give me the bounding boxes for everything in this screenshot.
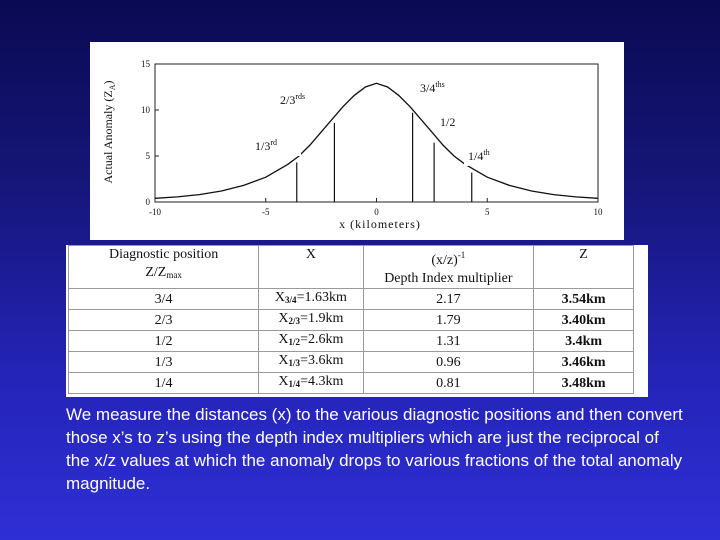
cell-x-val: =2.6km [300,332,344,347]
header-col3-line1: (x/z) [431,253,458,268]
cell-x-val: =1.63km [296,290,347,305]
chart-annotations: 2/3rds 3/4ths 1/2 1/3rd 1/4th [251,78,514,166]
diagnostic-lines [296,112,473,202]
y-tick-label: 15 [141,59,151,69]
annotation-box [251,136,301,156]
cell-z: 3.4km [533,330,634,352]
annotation-fraction: 3/4 [420,81,435,95]
cell-x-val: =1.9km [300,311,344,326]
cell-multiplier: 1.79 [362,309,535,331]
table-header-row: Diagnostic position Z/Zmax X (x/z)-1 Dep… [67,245,634,289]
header-col1-line1: Diagnostic position [108,247,219,262]
diagnostic-table-panel: Diagnostic position Z/Zmax X (x/z)-1 Dep… [66,245,648,397]
annotation-fraction: 1/3 [255,139,270,153]
cell-multiplier: 1.31 [362,330,535,352]
cell-position: 2/3 [67,309,260,331]
y-tick-label: 10 [141,105,151,115]
annotation-label: 3/4ths [420,80,445,95]
table-row: 1/4 X1/4=4.3km 0.81 3.48km [67,372,634,394]
annotation-label: 2/3rds [280,92,305,107]
table-body: 3/4 X3/4=1.63km 2.17 3.54km 2/3 X2/3=1.9… [67,288,634,394]
anomaly-curve-group [154,82,599,199]
chart-axes: -10 -5 0 5 10 0 5 10 15 [141,59,603,217]
table-row: 2/3 X2/3=1.9km 1.79 3.40km [67,309,634,331]
cell-position: 1/4 [67,372,260,394]
annotation-box [436,112,466,132]
x-tick-label: -10 [149,207,161,217]
annotation-box [464,146,514,166]
table-row: 3/4 X3/4=1.63km 2.17 3.54km [67,288,634,310]
plot-frame [154,63,599,203]
cell-x-main: X [278,374,289,389]
annotation-fraction: 1/2 [440,115,455,129]
header-multiplier: (x/z)-1 Depth Index multiplier [362,245,535,289]
cell-x-sub: 1/4 [288,379,301,389]
cell-x-sub: 2/3 [288,316,301,326]
cell-x-main: X [278,353,289,368]
header-x: X [258,245,364,289]
cell-x-sub: 1/2 [288,337,301,347]
annotation-fraction: 2/3 [280,93,295,107]
cell-x-sub: 3/4 [285,295,297,305]
y-axis-label-main: Actual Anomaly (Z [101,90,115,183]
y-axis-label-end: ) [101,80,115,84]
cell-z: 3.46km [533,351,634,373]
y-axis-label: Actual Anomaly (ZA) [101,80,117,183]
header-z: Z [533,245,634,289]
table-row: 1/2 X1/2=2.6km 1.31 3.4km [67,330,634,352]
cell-x: X1/2=2.6km [258,330,364,352]
x-tick-label: 0 [374,207,379,217]
cell-z: 3.54km [533,288,634,310]
cell-z: 3.48km [533,372,634,394]
y-tick-label: 5 [146,151,151,161]
anomaly-curve [154,82,599,199]
annotation-label: 1/4th [468,148,490,163]
x-tick-label: 10 [594,207,604,217]
cell-x-main: X [274,290,286,305]
slide-caption: We measure the distances (x) to the vari… [66,405,683,493]
cell-x-val: =4.3km [300,374,344,389]
annotation-suffix: ths [435,80,444,89]
x-tick-label: -5 [262,207,270,217]
cell-x: X2/3=1.9km [258,309,364,331]
cell-x: X3/4=1.63km [258,288,364,310]
cell-z: 3.40km [533,309,634,331]
cell-position: 3/4 [67,288,260,310]
annotation-box [276,90,326,110]
diagnostic-table: Diagnostic position Z/Zmax X (x/z)-1 Dep… [67,245,634,394]
x-axis-label: x (kilometers) [339,217,421,231]
y-axis-label-sub: A [108,84,117,90]
annotation-suffix: rd [270,138,277,147]
annotation-suffix: th [483,148,489,157]
cell-x-main: X [278,332,289,347]
table-row: 1/3 X1/3=3.6km 0.96 3.46km [67,351,634,373]
header-diagnostic-position: Diagnostic position Z/Zmax [67,245,260,289]
cell-x-main: X [278,311,289,326]
header-col3-line2: Depth Index multiplier [384,271,513,286]
annotation-label: 1/2 [440,115,455,129]
x-tick-label: 5 [485,207,490,217]
annotation-suffix: rds [295,92,305,101]
cell-x-sub: 1/3 [288,358,301,368]
cell-multiplier: 0.96 [362,351,535,373]
cell-position: 1/2 [67,330,260,352]
cell-multiplier: 2.17 [362,288,535,310]
y-tick-label: 0 [146,197,151,207]
annotation-fraction: 1/4 [468,149,483,163]
annotation-box [416,78,466,98]
header-col1-sub: max [166,270,182,280]
annotation-label: 1/3rd [255,138,277,153]
cell-multiplier: 0.81 [362,372,535,394]
cell-x: X1/4=4.3km [258,372,364,394]
anomaly-chart-panel: -10 -5 0 5 10 0 5 10 15 2/3rds 3/4ths 1/2 1/3rd 1/4t… [90,42,624,240]
cell-x: X1/3=3.6km [258,351,364,373]
header-col3-sup: -1 [457,250,466,260]
cell-x-val: =3.6km [300,353,344,368]
cell-position: 1/3 [67,351,260,373]
header-col1-line2: Z/Z [145,265,167,280]
